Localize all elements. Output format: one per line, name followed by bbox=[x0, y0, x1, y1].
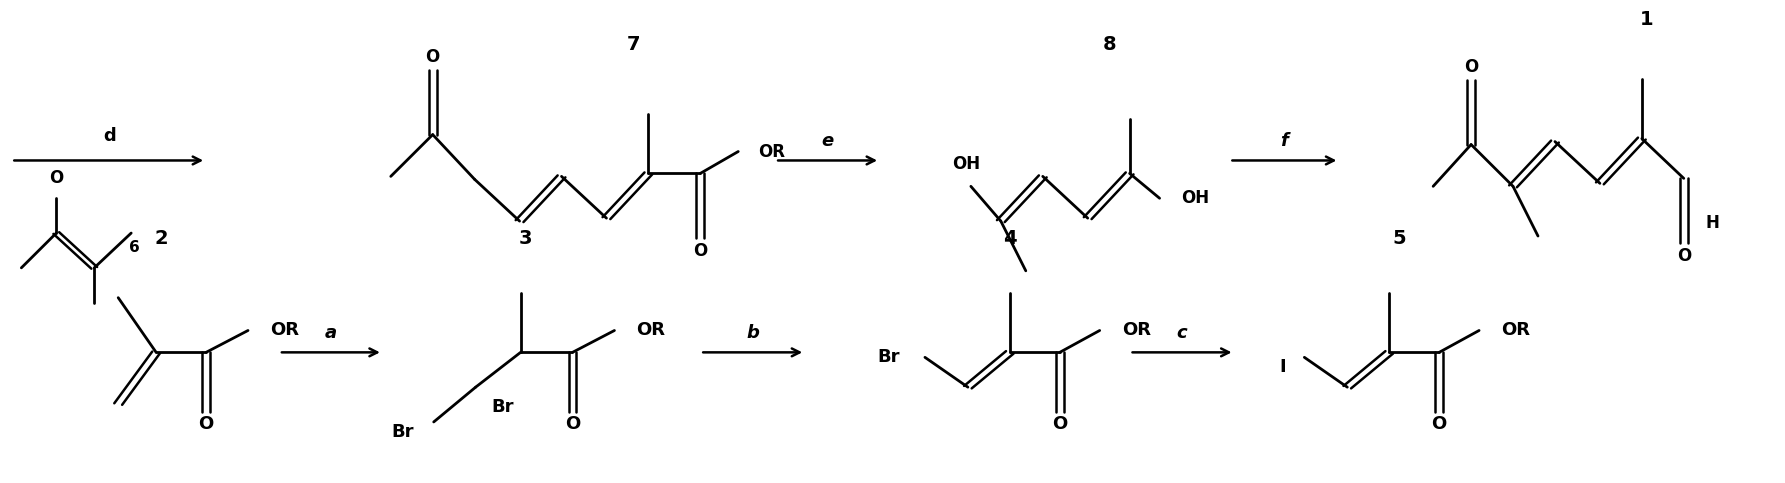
Text: O: O bbox=[693, 242, 707, 260]
Text: 1: 1 bbox=[1640, 10, 1653, 29]
Text: O: O bbox=[1676, 247, 1690, 265]
Text: O: O bbox=[564, 415, 580, 433]
Text: O: O bbox=[1432, 415, 1448, 433]
Text: O: O bbox=[198, 415, 214, 433]
Text: O: O bbox=[1051, 415, 1067, 433]
Text: Br: Br bbox=[878, 348, 900, 366]
Text: OH: OH bbox=[951, 156, 980, 173]
Text: O: O bbox=[1464, 58, 1478, 76]
Text: OR: OR bbox=[637, 322, 666, 340]
Text: c: c bbox=[1176, 324, 1187, 342]
Text: OR: OR bbox=[759, 142, 785, 160]
Text: 4: 4 bbox=[1003, 228, 1017, 247]
Text: f: f bbox=[1280, 132, 1289, 150]
Text: Br: Br bbox=[391, 423, 414, 441]
Text: H: H bbox=[1706, 214, 1719, 232]
Text: I: I bbox=[1280, 358, 1287, 376]
Text: 6: 6 bbox=[129, 241, 139, 256]
Text: Br: Br bbox=[491, 398, 514, 416]
Text: 2: 2 bbox=[154, 228, 168, 247]
Text: OR: OR bbox=[1501, 322, 1530, 340]
Text: 3: 3 bbox=[519, 228, 532, 247]
Text: OR: OR bbox=[1121, 322, 1151, 340]
Text: 7: 7 bbox=[627, 35, 641, 54]
Text: OR: OR bbox=[270, 322, 298, 340]
Text: 8: 8 bbox=[1103, 35, 1116, 54]
Text: b: b bbox=[746, 324, 759, 342]
Text: d: d bbox=[104, 127, 116, 144]
Text: OH: OH bbox=[1182, 189, 1210, 207]
Text: a: a bbox=[325, 324, 337, 342]
Text: O: O bbox=[50, 170, 64, 187]
Text: O: O bbox=[425, 48, 439, 66]
Text: e: e bbox=[821, 132, 834, 150]
Text: 5: 5 bbox=[1392, 228, 1407, 247]
